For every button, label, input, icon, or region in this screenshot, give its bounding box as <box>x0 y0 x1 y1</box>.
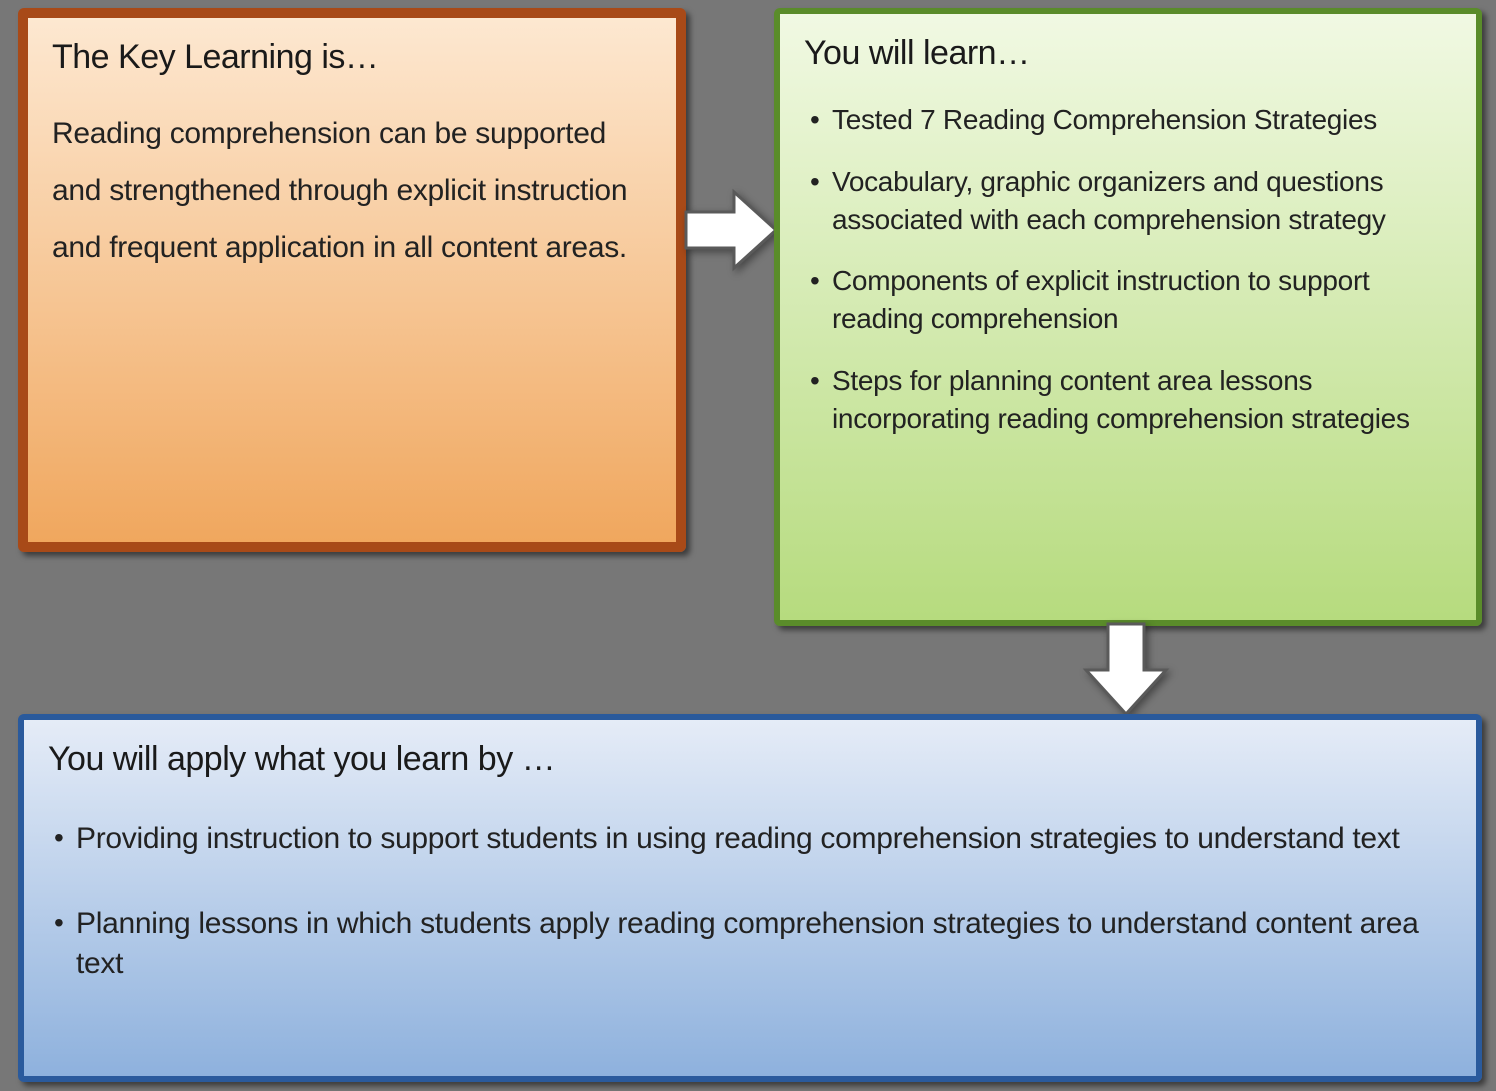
arrow-right-icon <box>684 188 778 272</box>
list-item: Steps for planning content area lessons … <box>808 362 1452 438</box>
you-will-learn-title: You will learn… <box>804 34 1452 73</box>
list-item: Tested 7 Reading Comprehension Strategie… <box>808 101 1452 139</box>
you-will-learn-box: You will learn… Tested 7 Reading Compreh… <box>774 8 1482 626</box>
list-item: Components of explicit instruction to su… <box>808 262 1452 338</box>
list-item: Planning lessons in which students apply… <box>52 904 1452 985</box>
you-will-apply-title: You will apply what you learn by … <box>48 740 1452 779</box>
key-learning-body: Reading comprehension can be supported a… <box>52 105 652 276</box>
list-item: Vocabulary, graphic organizers and quest… <box>808 163 1452 239</box>
arrow-down-svg <box>1082 622 1170 716</box>
you-will-apply-box: You will apply what you learn by … Provi… <box>18 714 1482 1082</box>
key-learning-title: The Key Learning is… <box>52 38 652 77</box>
you-will-learn-list: Tested 7 Reading Comprehension Strategie… <box>804 101 1452 438</box>
arrow-down-icon <box>1082 622 1170 716</box>
you-will-apply-list: Providing instruction to support student… <box>48 819 1452 985</box>
arrow-right-svg <box>684 188 778 272</box>
key-learning-box: The Key Learning is… Reading comprehensi… <box>18 8 686 552</box>
list-item: Providing instruction to support student… <box>52 819 1452 860</box>
